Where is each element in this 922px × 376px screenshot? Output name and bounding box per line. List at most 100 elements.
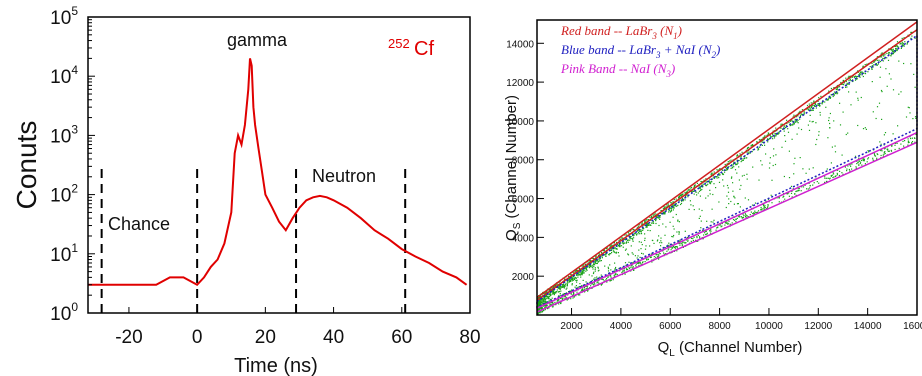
scatter-point [647, 258, 649, 260]
scatter-point [759, 139, 761, 141]
scatter-point [581, 272, 583, 275]
scatter-point [559, 288, 561, 290]
scatter-point [682, 198, 685, 200]
scatter-point [684, 195, 687, 197]
scatter-point [668, 248, 670, 250]
scatter-point [788, 122, 790, 124]
scatter-point [745, 216, 747, 218]
scatter-point [862, 158, 864, 160]
scatter-point [835, 175, 837, 177]
scatter-point [718, 173, 720, 175]
scatter-point [868, 151, 870, 153]
scatter-point [689, 200, 691, 202]
scatter-point [846, 86, 848, 88]
scatter-point [570, 298, 572, 300]
scatter-point [775, 154, 777, 156]
scatter-point [828, 97, 830, 99]
scatter-point [621, 271, 623, 273]
scatter-point [616, 245, 618, 248]
scatter-point [600, 283, 602, 285]
scatter-point [591, 266, 593, 268]
scatter-point [574, 270, 576, 273]
scatter-point [562, 297, 564, 299]
scatter-point [863, 160, 865, 162]
scatter-point [543, 309, 545, 312]
scatter-point [548, 296, 551, 298]
scatter-point [767, 134, 769, 136]
scatter-point [594, 283, 596, 285]
scatter-point [569, 279, 571, 281]
scatter-point [551, 286, 553, 289]
scatter-point [836, 172, 838, 174]
scatter-point [895, 49, 897, 51]
scatter-point [846, 82, 848, 84]
scatter-point [668, 209, 670, 212]
scatter-point [876, 64, 878, 66]
scatter-point [884, 152, 886, 155]
scatter-point [666, 250, 668, 252]
scatter-point [557, 291, 559, 293]
scatter-point [619, 245, 621, 247]
scatter-point [640, 230, 642, 232]
scatter-point [907, 106, 909, 108]
scatter-point [698, 190, 701, 192]
scatter-point [557, 283, 559, 285]
scatter-point [781, 146, 783, 148]
scatter-point [719, 224, 722, 226]
scatter-point [794, 120, 796, 122]
legend-entry: Blue band -- LaBr3 + NaI (N2) [561, 42, 720, 60]
scatter-point [895, 48, 897, 50]
scatter-point [642, 223, 644, 225]
scatter-point [736, 159, 738, 161]
scatter-point [762, 141, 764, 143]
scatter-point [849, 78, 851, 81]
scatter-point [793, 114, 795, 116]
scatter-point [770, 136, 772, 138]
scatter-point [679, 239, 681, 241]
scatter-point [621, 242, 623, 244]
scatter-point [820, 95, 822, 97]
scatter-point [879, 66, 882, 68]
scatter-point [590, 285, 592, 287]
scatter-point [891, 145, 893, 147]
scatter-point [833, 176, 835, 178]
scatter-point [767, 205, 769, 207]
scatter-point [555, 284, 557, 286]
scatter-point [669, 211, 671, 213]
right-y-tick-label: 10000 [506, 117, 534, 128]
scatter-point [567, 298, 569, 300]
scatter-point [699, 195, 701, 197]
scatter-point [896, 49, 898, 51]
scatter-point [911, 35, 913, 37]
scatter-point [653, 256, 655, 258]
scatter-point [873, 153, 876, 155]
scatter-point [799, 110, 801, 112]
scatter-point [595, 255, 597, 257]
scatter-point [880, 89, 883, 92]
scatter-point [645, 245, 647, 247]
scatter-point [697, 234, 699, 237]
scatter-point [632, 235, 635, 237]
scatter-point [614, 262, 616, 264]
scatter-point [764, 207, 766, 209]
scatter-point [914, 141, 916, 143]
scatter-point [621, 237, 623, 239]
left-y-tick-label: 101 [50, 241, 78, 266]
scatter-point [540, 300, 542, 302]
scatter-point [809, 108, 811, 110]
scatter-point [871, 62, 873, 64]
scatter-point [550, 303, 552, 305]
scatter-point [836, 88, 838, 90]
scatter-point [772, 164, 774, 167]
scatter-point [589, 266, 592, 268]
scatter-point [705, 233, 707, 236]
scatter-point [615, 266, 617, 269]
scatter-point [614, 269, 616, 271]
scatter-point [538, 301, 540, 303]
scatter-point [597, 260, 599, 263]
scatter-point [539, 308, 541, 310]
scatter-point [602, 278, 604, 280]
scatter-point [690, 204, 692, 206]
